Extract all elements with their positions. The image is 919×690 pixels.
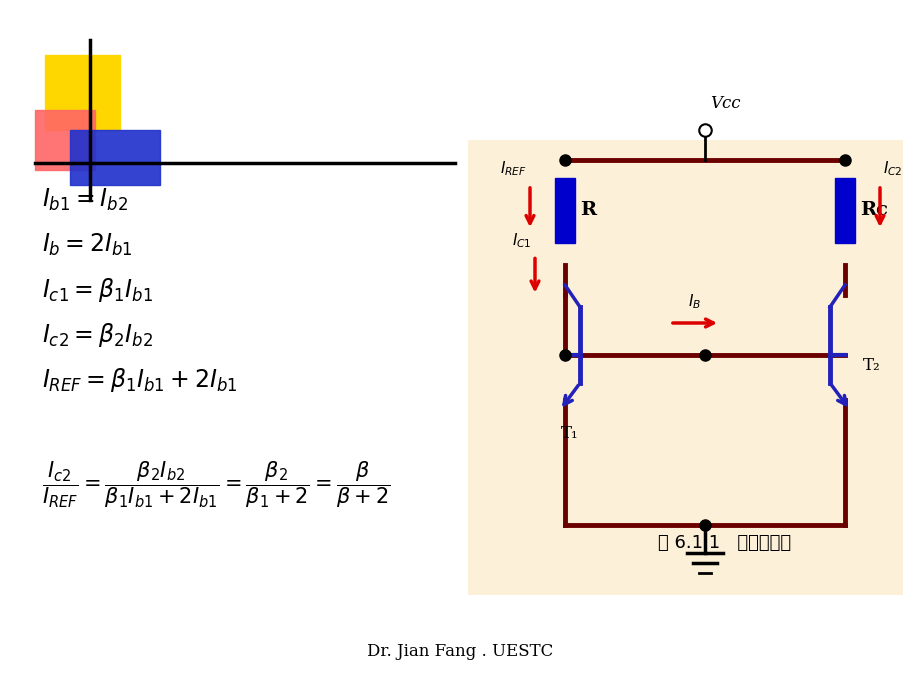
Text: $I_{c2} = \beta_2 I_{b2}$: $I_{c2} = \beta_2 I_{b2}$ (42, 321, 153, 349)
Text: 图 6.1.1   镜像电流源: 图 6.1.1 镜像电流源 (658, 534, 790, 552)
Text: T₁: T₁ (561, 425, 578, 442)
Bar (45, 55, 119, 130)
Text: $I_{REF} = \beta_1 I_{b1} + 2I_{b1}$: $I_{REF} = \beta_1 I_{b1} + 2I_{b1}$ (42, 366, 237, 394)
Text: $\dfrac{I_{c2}}{I_{REF}} = \dfrac{\beta_2 I_{b2}}{\beta_1 I_{b1} + 2I_{b1}} = \d: $\dfrac{I_{c2}}{I_{REF}} = \dfrac{\beta_… (42, 460, 390, 511)
Bar (35, 110, 95, 170)
Bar (468, 140, 902, 595)
Text: $I_{REF}$: $I_{REF}$ (500, 159, 527, 178)
Text: $I_{C2}$: $I_{C2}$ (882, 159, 902, 178)
Text: $I_{c1} = \beta_1 I_{b1}$: $I_{c1} = \beta_1 I_{b1}$ (42, 276, 153, 304)
Text: $I_B$: $I_B$ (687, 293, 701, 311)
Bar (554, 177, 574, 242)
Bar (70, 130, 160, 185)
Text: Vcc: Vcc (709, 95, 740, 112)
Bar (834, 177, 854, 242)
Text: $I_{C1}$: $I_{C1}$ (512, 230, 531, 250)
Text: T₂: T₂ (862, 357, 879, 373)
Text: $I_{b1} = I_{b2}$: $I_{b1} = I_{b2}$ (42, 187, 128, 213)
Text: Dr. Jian Fang . UESTC: Dr. Jian Fang . UESTC (367, 644, 552, 660)
Text: R: R (579, 201, 596, 219)
Text: $I_b = 2I_{b1}$: $I_b = 2I_{b1}$ (42, 232, 132, 258)
Text: Rc: Rc (859, 201, 887, 219)
